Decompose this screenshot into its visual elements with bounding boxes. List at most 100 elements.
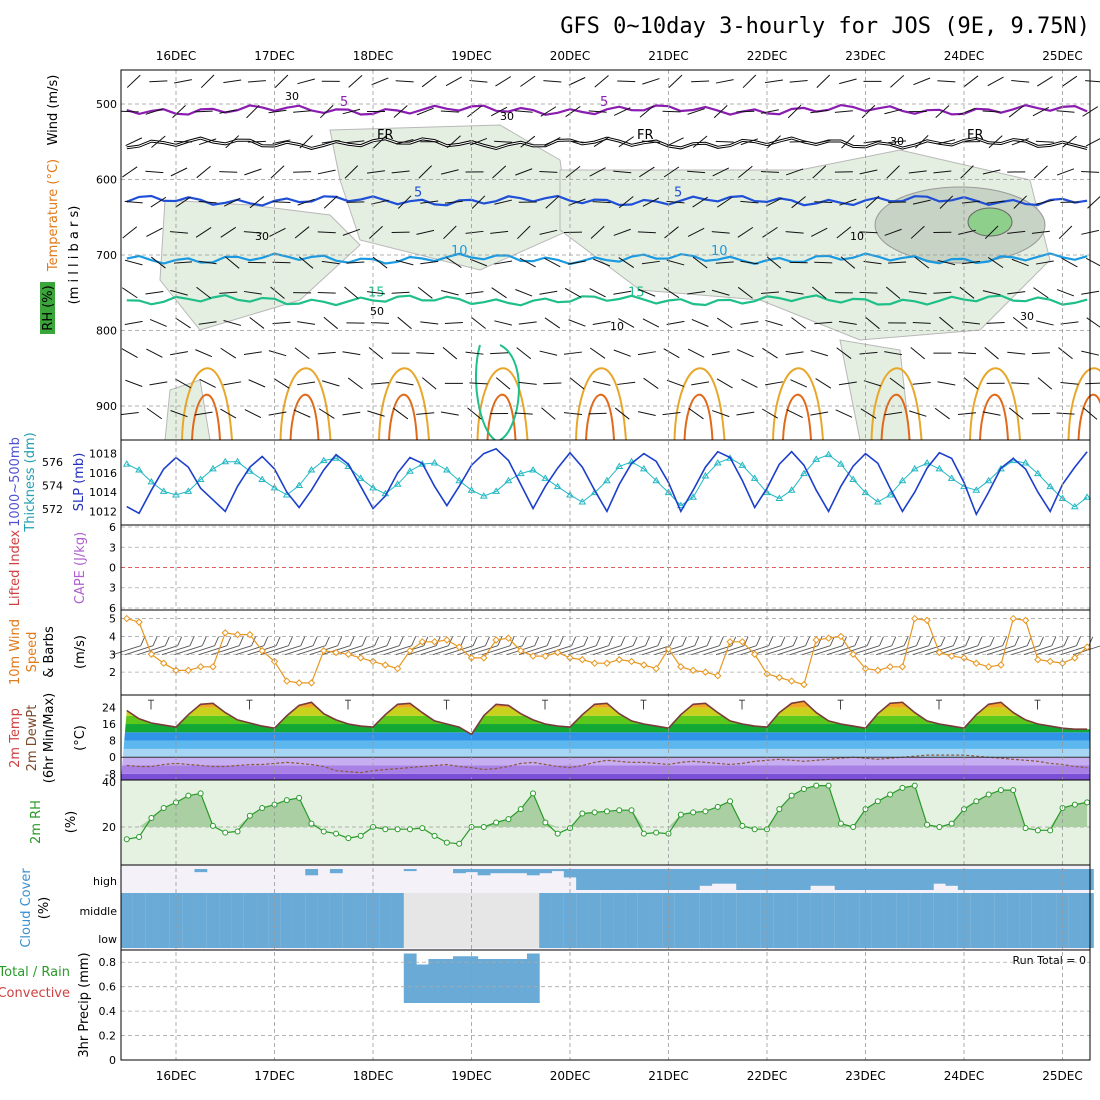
wind-barb	[863, 380, 882, 387]
thickness-point	[701, 472, 710, 479]
thickness-point	[541, 474, 550, 481]
wind10m-barb	[629, 645, 659, 656]
thickness-point	[898, 476, 907, 484]
temp-band-8	[121, 707, 1090, 716]
rh-area-4	[839, 339, 911, 441]
cloud-mid-bar	[440, 959, 454, 1003]
cloud-high-bar	[711, 869, 725, 884]
cloud-mid-bar	[797, 893, 811, 948]
wind-barb	[539, 170, 558, 173]
wind-barb	[219, 291, 238, 294]
wind-speed-point	[652, 664, 660, 673]
wind-barb	[565, 165, 581, 178]
wind-barb	[613, 107, 631, 116]
wind-barb	[834, 110, 853, 113]
wind-barb	[416, 412, 435, 415]
cloud-mid-bar	[933, 893, 947, 948]
cloud-mid-bar	[206, 893, 220, 948]
cloud-mid-bar	[699, 893, 713, 948]
wind-barb	[246, 104, 260, 119]
wind-barb	[884, 108, 902, 115]
wind-barb	[125, 379, 143, 387]
temp-band-6	[121, 724, 1090, 733]
cloud-high-bar	[637, 869, 651, 890]
label-rh: RH (%)	[41, 285, 56, 330]
wind-barb	[765, 79, 783, 84]
wind-speed-point	[615, 655, 623, 664]
wind-barb	[613, 170, 632, 174]
cloud-mid-bar	[994, 893, 1008, 948]
wind-barb	[244, 409, 262, 419]
wind-barb	[223, 79, 242, 84]
wind-barb	[1061, 257, 1078, 268]
wind-speed-point	[1009, 614, 1017, 623]
cloud-mid-bar	[711, 893, 725, 948]
wind-barb	[914, 256, 930, 269]
wind-barb	[960, 165, 974, 179]
wind-speed-point	[159, 659, 168, 667]
wind10m-barb	[777, 645, 806, 656]
wind-barb	[933, 291, 952, 294]
date-top-19DEC: 19DEC	[451, 49, 491, 63]
rh-point	[530, 790, 537, 797]
wind10m-barb-flag	[251, 636, 256, 646]
rh-point	[1084, 799, 1091, 806]
wind-barb	[1058, 347, 1073, 360]
wind-barb	[492, 165, 507, 179]
wind-barb	[786, 409, 803, 419]
cloud-mid-bar	[502, 959, 516, 1003]
wind-barb	[638, 288, 656, 297]
pressure-tick-900: 900	[96, 400, 117, 413]
wind10m-barb	[752, 645, 782, 656]
wind-barb	[888, 140, 907, 144]
wind10m-barb-flag	[989, 636, 995, 646]
label-cloud-unit: (%)	[37, 897, 52, 920]
cloud-mid-bar	[465, 956, 479, 1003]
wind-barb	[711, 289, 730, 296]
wind-speed-point	[1071, 654, 1079, 662]
wind-barb	[865, 316, 880, 330]
wind10m-barb-flag	[522, 636, 527, 646]
wind-barb	[663, 348, 680, 359]
wind10m-barb-flag	[1088, 636, 1094, 646]
wind-speed-point	[430, 638, 439, 646]
wind-barb	[939, 316, 954, 330]
wind-barb	[785, 168, 804, 176]
cloud-high-bar	[933, 869, 947, 884]
precip-panel: Run Total = 0 0.8 0.6 0.4 0.2 0	[99, 954, 1090, 1067]
wind10m-barb-flag	[903, 636, 909, 646]
wind10m-barb-flag	[854, 636, 860, 646]
wind-barb	[416, 352, 435, 355]
cloud-mid-background	[428, 893, 442, 948]
wind-speed-point	[443, 636, 451, 644]
rh2m-panel: 40 20	[102, 776, 1091, 847]
wind-barb	[937, 80, 956, 83]
wind-barb	[514, 412, 533, 415]
contour-label-1-1: FR	[637, 128, 654, 143]
thickness-point	[726, 454, 734, 461]
wind-barb	[520, 135, 536, 148]
label-temp2m-2: 2m DewPt	[25, 705, 40, 772]
cloud-mid-bar	[453, 956, 466, 1003]
wind-barb	[958, 107, 976, 116]
cloud-mid-bar	[871, 893, 885, 948]
wind-barb	[247, 140, 266, 143]
wind-barb	[988, 135, 1003, 149]
rh-point	[308, 820, 315, 827]
rh-point	[197, 790, 204, 797]
cloud-high-bar	[305, 869, 319, 876]
wind-barb	[691, 318, 709, 327]
cloud-high-bar	[453, 869, 466, 874]
label-wind10m-1: 10m Wind	[8, 619, 23, 685]
wind-barb	[716, 196, 733, 208]
cloud-mid-bar	[391, 893, 405, 948]
wind-barb	[297, 381, 316, 386]
wind10m-barb	[186, 645, 215, 656]
cloud-mid-bar	[785, 893, 799, 948]
wind-barb	[369, 225, 383, 239]
thickness-point	[750, 474, 759, 481]
wind-barb	[789, 80, 808, 83]
thickness-point	[603, 476, 611, 484]
wind-barb	[741, 378, 758, 388]
wind10m-barb	[358, 645, 388, 656]
